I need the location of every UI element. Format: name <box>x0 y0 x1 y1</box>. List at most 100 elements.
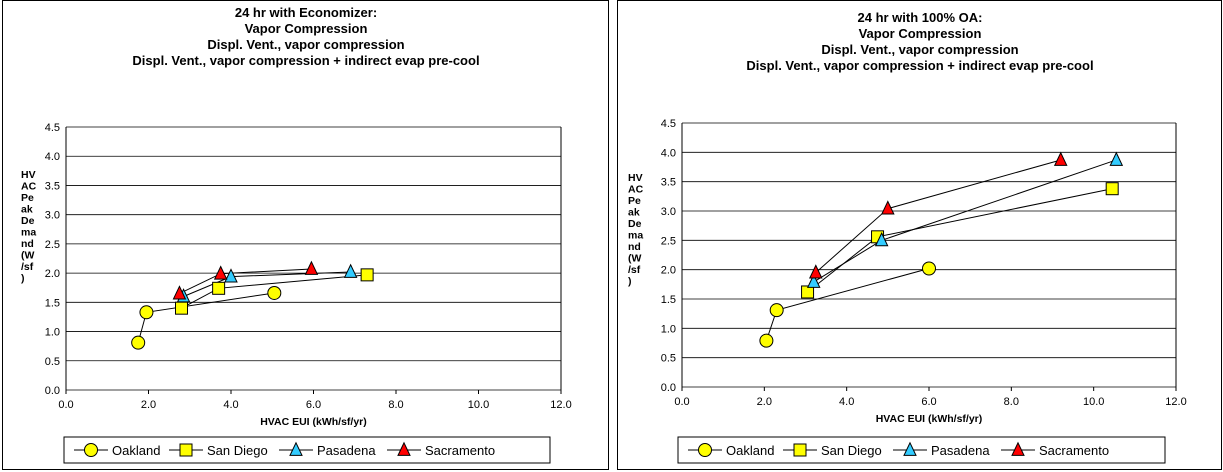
y-tick-label: 2.5 <box>45 239 60 251</box>
y-tick-label: 3.0 <box>661 206 676 218</box>
chart-economizer: 24 hr with Economizer: Vapor Compression D… <box>21 5 572 464</box>
legend-marker-pasadena <box>289 441 303 456</box>
y-axis-label-line: nd <box>21 238 34 250</box>
x-tick-label: 10.0 <box>468 399 489 411</box>
y-tick-label: 0.5 <box>661 353 676 365</box>
y-tick-label: 4.5 <box>45 122 60 134</box>
chart-title-line: Displ. Vent., vapor compression <box>207 37 404 52</box>
y-axis-label-line: Pe <box>628 195 641 207</box>
chart-100-oa: 24 hr with 100% OA: Vapor Compression Disp… <box>628 10 1187 464</box>
y-axis-label: HV AC Pe ak De ma nd (W/sf) <box>628 172 644 288</box>
point-oakland <box>139 305 154 320</box>
point-sacramento <box>304 260 319 275</box>
y-axis-label-line: /sf <box>21 261 34 273</box>
x-tick-label: 0.0 <box>58 399 73 411</box>
x-tick-label: 6.0 <box>921 396 936 408</box>
y-tick-label: 2.5 <box>661 235 676 247</box>
series-line-sacramento <box>815 159 1061 273</box>
chart-title-line: Vapor Compression <box>859 26 982 41</box>
x-axis-label: HVAC EUI (kWh/sf/yr) <box>260 416 367 428</box>
y-tick-label: 3.5 <box>661 177 676 189</box>
point-oakland <box>759 333 774 348</box>
y-axis-label-line: AC <box>21 181 37 193</box>
y-tick-label: 1.0 <box>45 327 60 339</box>
point-pasadena <box>224 268 238 283</box>
y-tick-label: 0.0 <box>661 382 676 394</box>
series-line-oakland <box>137 292 275 343</box>
y-tick-label: 1.0 <box>661 323 676 335</box>
x-tick-label: 4.0 <box>223 399 238 411</box>
x-tick-label: 12.0 <box>1165 396 1186 408</box>
y-tick-label: 1.5 <box>45 297 60 309</box>
y-tick-label: 3.0 <box>45 210 60 222</box>
y-axis-label-line: ma <box>628 230 643 242</box>
chart-panel-economizer: 24 hr with Economizer: Vapor Compression D… <box>2 0 609 470</box>
point-pasadena <box>343 263 358 278</box>
point-sacramento <box>172 285 187 300</box>
legend-label-sacramento: Sacramento <box>425 443 495 458</box>
chart-title-line: Displ. Vent., vapor compression + indire… <box>746 58 1093 73</box>
point-pasadena <box>1109 151 1124 166</box>
y-axis-label-line: AC <box>628 184 644 196</box>
y-tick-label: 2.0 <box>45 268 60 280</box>
x-tick-label: 6.0 <box>306 399 321 411</box>
point-oakland <box>769 303 784 318</box>
point-sacramento <box>1053 151 1068 166</box>
legend-marker-sacramento <box>397 441 411 456</box>
chart-title-line: Displ. Vent., vapor compression + indire… <box>132 53 479 68</box>
y-tick-label: 4.5 <box>661 118 676 130</box>
y-axis-label-line: Pe <box>21 192 34 204</box>
point-oakland <box>922 261 936 276</box>
point-san-diego <box>360 268 374 282</box>
y-tick-label: 3.5 <box>45 180 60 192</box>
y-axis-label-line: HV <box>628 172 643 184</box>
x-tick-label: 8.0 <box>388 399 403 411</box>
y-tick-label: 2.0 <box>661 265 676 277</box>
point-san-diego <box>801 285 815 299</box>
point-pasadena <box>874 231 889 247</box>
y-axis-label-line: (W <box>628 253 641 265</box>
y-axis-label-line: ak <box>21 204 33 216</box>
chart-panel-100-oa: 24 hr with 100% OA: Vapor Compression Disp… <box>617 0 1222 470</box>
x-tick-label: 2.0 <box>757 396 772 408</box>
point-oakland <box>267 285 282 300</box>
y-tick-label: 0.0 <box>45 385 60 397</box>
y-axis-label-line: nd <box>628 241 641 253</box>
y-axis-label-line: ) <box>628 276 632 288</box>
point-sacramento <box>808 264 823 279</box>
legend-marker-san-diego <box>179 443 193 457</box>
y-tick-label: 4.0 <box>45 151 60 163</box>
chart-title-line: Vapor Compression <box>245 21 368 36</box>
y-axis-label-line: ) <box>21 273 25 285</box>
y-axis-label-line: De <box>628 218 642 230</box>
legend-marker-oakland <box>698 443 712 457</box>
point-san-diego <box>212 281 226 295</box>
series-line-pasadena <box>813 159 1117 283</box>
chart-title: 24 hr with Economizer: Vapor Compression D… <box>132 5 479 68</box>
y-axis-label-line: ak <box>628 207 640 219</box>
legend-label-oakland: Oakland <box>726 443 774 458</box>
y-tick-label: 4.0 <box>661 147 676 159</box>
y-axis-label-line: (W <box>21 250 34 262</box>
y-axis-label-line: /sf <box>628 264 641 276</box>
y-axis-label-line: De <box>21 215 35 227</box>
legend-label-san-diego: San Diego <box>821 443 882 458</box>
legend-label-pasadena: Pasadena <box>317 443 376 458</box>
y-axis-label-line: ma <box>21 227 36 239</box>
x-axis-label: HVAC EUI (kWh/sf/yr) <box>876 413 983 425</box>
point-sacramento <box>213 265 228 280</box>
chart-title-line: Displ. Vent., vapor compression <box>821 42 1018 57</box>
legend-label-sacramento: Sacramento <box>1039 443 1109 458</box>
point-sacramento <box>881 200 895 215</box>
series-line-oakland <box>765 268 930 341</box>
point-san-diego <box>1105 182 1119 196</box>
legend-marker-san-diego <box>793 443 807 457</box>
x-tick-label: 12.0 <box>550 399 571 411</box>
legend-marker-oakland <box>84 443 98 457</box>
legend-marker-pasadena <box>903 441 917 456</box>
chart-title-line: 24 hr with Economizer: <box>235 5 377 20</box>
legend-label-san-diego: San Diego <box>207 443 268 458</box>
legend-marker-sacramento <box>1011 441 1025 456</box>
y-axis-label-line: HV <box>21 169 36 181</box>
y-tick-label: 0.5 <box>45 356 60 368</box>
